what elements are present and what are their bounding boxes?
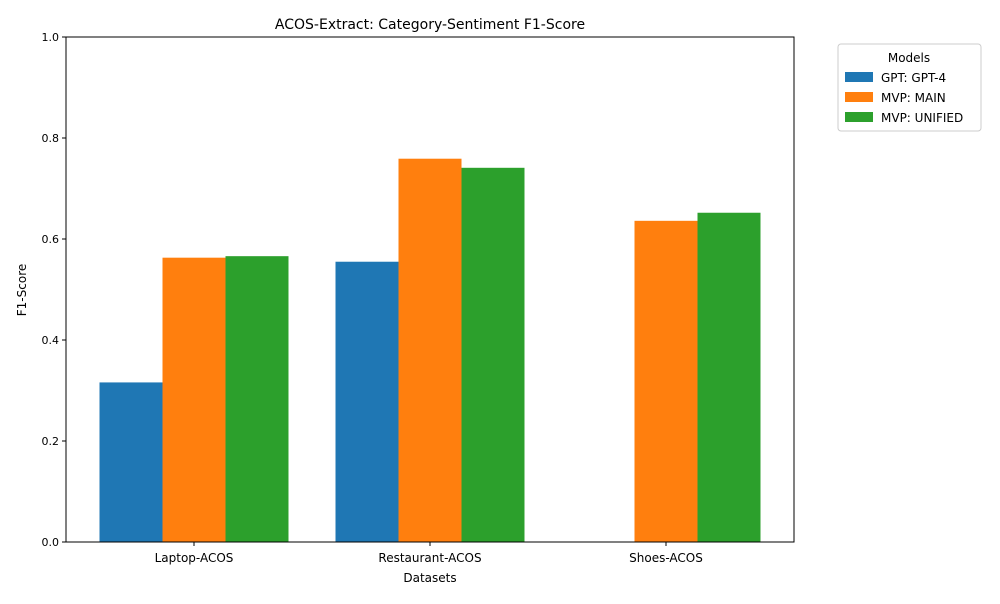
legend-swatch xyxy=(845,72,873,82)
legend: Models GPT: GPT-4 MVP: MAIN MVP: UNIFIED xyxy=(837,43,982,132)
legend-frame xyxy=(837,43,982,132)
bar-mvp-unified-shoes-acos xyxy=(697,212,761,543)
y-tick-label: 0.0 xyxy=(42,536,60,549)
bar-gpt-gpt-4-restaurant-acos xyxy=(335,261,399,542)
legend-label: GPT: GPT-4 xyxy=(881,71,946,85)
y-axis: 0.0 0.2 0.4 0.6 0.8 1.0 xyxy=(42,31,66,549)
y-axis-label: F1-Score xyxy=(15,264,29,316)
y-tick-label: 0.6 xyxy=(42,233,60,246)
x-tick-label: Shoes-ACOS xyxy=(629,551,703,565)
bar-mvp-main-laptop-acos xyxy=(162,257,226,542)
bars-group xyxy=(99,158,761,543)
legend-label: MVP: MAIN xyxy=(881,91,946,105)
y-tick-label: 0.4 xyxy=(42,334,60,347)
bar-mvp-unified-laptop-acos xyxy=(225,256,289,542)
y-tick-label: 0.8 xyxy=(42,132,60,145)
legend-label: MVP: UNIFIED xyxy=(881,111,963,125)
x-tick-label: Restaurant-ACOS xyxy=(378,551,481,565)
legend-items: GPT: GPT-4 MVP: MAIN MVP: UNIFIED xyxy=(845,71,963,125)
legend-swatch xyxy=(845,92,873,102)
x-tick-label: Laptop-ACOS xyxy=(155,551,234,565)
bar-gpt-gpt-4-laptop-acos xyxy=(99,382,163,542)
legend-title: Models xyxy=(888,51,930,65)
bar-mvp-main-shoes-acos xyxy=(634,220,698,542)
chart-title: ACOS-Extract: Category-Sentiment F1-Scor… xyxy=(275,17,585,33)
legend-swatch xyxy=(845,112,873,122)
y-tick-label: 0.2 xyxy=(42,435,60,448)
y-tick-label: 1.0 xyxy=(42,31,60,44)
x-axis-label: Datasets xyxy=(403,571,456,585)
bar-mvp-main-restaurant-acos xyxy=(398,158,462,542)
x-axis: Laptop-ACOS Restaurant-ACOS Shoes-ACOS xyxy=(155,542,703,565)
bar-mvp-unified-restaurant-acos xyxy=(461,167,525,543)
